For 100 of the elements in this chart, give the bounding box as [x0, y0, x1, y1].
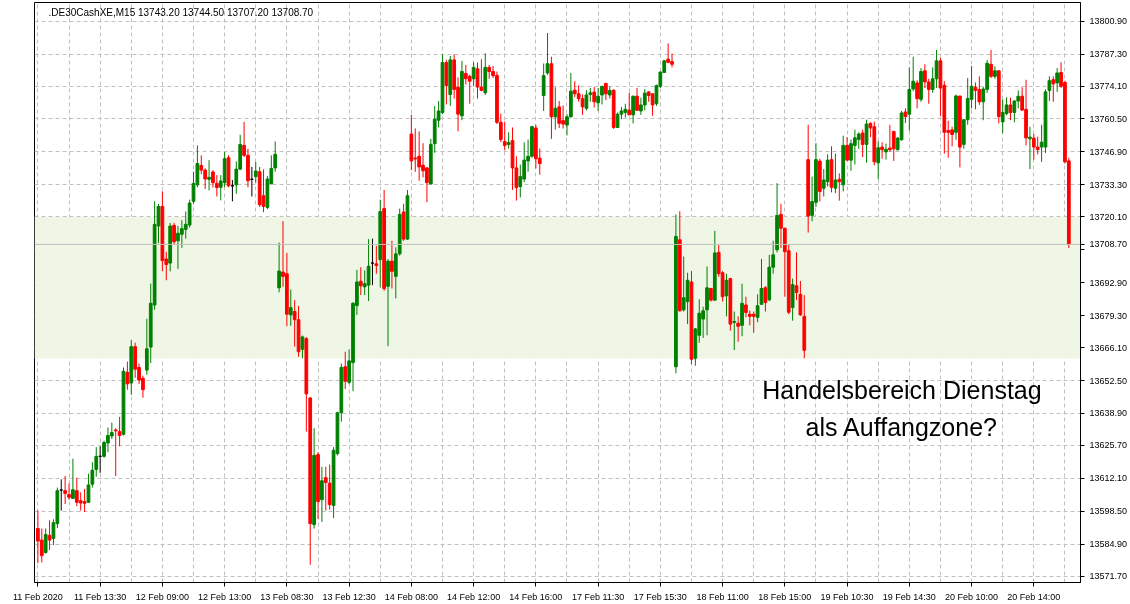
candlestick — [631, 94, 635, 124]
candlestick — [467, 74, 472, 105]
candlestick — [366, 238, 371, 302]
candlestick — [541, 63, 546, 112]
x-tick-label: 12 Feb 09:00 — [135, 591, 189, 602]
candlestick — [790, 278, 795, 322]
candlestick — [580, 94, 585, 116]
candlestick — [47, 519, 52, 551]
candlestick — [71, 458, 75, 500]
ref-line-label: 13708.70 — [1089, 239, 1128, 250]
candlestick — [288, 288, 293, 327]
candlestick — [320, 466, 324, 523]
x-tick-label: 17 Feb 11:30 — [571, 591, 625, 602]
candlestick — [59, 478, 64, 512]
candlestick — [444, 59, 449, 105]
candlestick — [374, 245, 379, 275]
candlestick — [43, 528, 48, 555]
candlestick — [253, 161, 258, 184]
candlestick — [779, 203, 783, 249]
y-tick-label: 13692.90 — [1089, 277, 1128, 288]
y-tick-label: 13733.30 — [1089, 179, 1128, 190]
x-tick-label: 19 Feb 14:30 — [882, 591, 936, 602]
candlestick — [343, 351, 348, 390]
x-tick-label: 18 Feb 11:00 — [696, 591, 749, 602]
candlestick — [884, 143, 888, 161]
x-tick-label: 18 Feb 15:00 — [758, 591, 812, 602]
candlestick — [592, 86, 597, 109]
x-tick-label: 12 Feb 13:00 — [198, 591, 252, 602]
candlestick — [172, 222, 176, 245]
candlestick — [705, 265, 709, 336]
x-tick-label: 13 Feb 08:30 — [260, 591, 314, 602]
x-tick-label: 14 Feb 16:00 — [509, 591, 563, 602]
y-tick-label: 13787.30 — [1089, 49, 1128, 60]
candlestick — [300, 334, 305, 359]
candlestick — [86, 473, 91, 504]
candlestick — [993, 65, 997, 80]
candlestick — [370, 238, 375, 286]
candlestick — [915, 79, 919, 109]
candlestick — [724, 273, 729, 317]
y-tick-label: 13679.30 — [1089, 310, 1128, 321]
candlestick — [837, 172, 842, 202]
candlestick — [63, 475, 67, 505]
candlestick — [82, 488, 87, 513]
candlestick — [358, 266, 363, 296]
x-tick-label: 14 Feb 08:00 — [384, 591, 438, 602]
y-tick-label: 13625.70 — [1089, 440, 1128, 451]
candlestick — [825, 153, 830, 188]
y-tick-label: 13720.10 — [1089, 211, 1128, 222]
candlestick — [78, 491, 83, 512]
y-tick-label: 13760.50 — [1089, 113, 1128, 124]
candlestick — [1000, 98, 1005, 134]
candlestick — [413, 127, 418, 173]
candlestick — [596, 87, 600, 112]
y-tick-label: 13584.90 — [1089, 539, 1128, 550]
chart-title: .DE30CashXE,M15 13743.20 13744.50 13707.20 13708.70 — [48, 6, 314, 18]
candlestick — [1031, 133, 1036, 161]
candlestick — [1055, 67, 1060, 93]
candlestick — [36, 510, 40, 564]
candlestick — [74, 477, 79, 507]
candlestick — [973, 81, 978, 110]
candlestick — [763, 285, 768, 313]
candlestick — [845, 136, 849, 161]
candlestick — [117, 416, 122, 447]
y-tick-label: 13746.90 — [1089, 146, 1128, 157]
x-tick-label: 19 Feb 10:30 — [820, 591, 874, 602]
candlestick — [880, 141, 884, 160]
candlestick — [125, 361, 130, 391]
candlestick — [740, 283, 744, 337]
y-tick-label: 13612.10 — [1089, 473, 1128, 484]
x-tick-label: 11 Feb 13:30 — [73, 591, 127, 602]
y-tick-label: 13666.10 — [1089, 342, 1128, 353]
candlestick — [323, 466, 328, 512]
candlestick — [561, 104, 565, 129]
candlestick — [557, 100, 562, 129]
x-tick-label: 13 Feb 12:30 — [322, 591, 376, 602]
x-tick-label: 20 Feb 14:00 — [1007, 591, 1061, 602]
x-tick-label: 20 Feb 10:00 — [945, 591, 999, 602]
y-tick-label: 13800.90 — [1089, 16, 1128, 27]
candlestick — [215, 174, 219, 197]
candlestick — [475, 62, 480, 100]
candlestick — [327, 464, 332, 511]
candlestick — [207, 159, 211, 191]
candlestick — [977, 75, 982, 106]
y-tick-label: 13638.90 — [1089, 408, 1128, 419]
candlestick — [635, 87, 639, 112]
candlestick — [627, 92, 632, 116]
candlestick — [518, 164, 523, 198]
candlestick — [989, 49, 993, 79]
candlestick — [1012, 99, 1017, 123]
annotation: Handelsbereich Dienstag als Auffangzone? — [762, 376, 1042, 441]
candlestick — [390, 240, 394, 289]
x-tick-label: 14 Feb 12:00 — [447, 591, 501, 602]
candlestick — [736, 315, 741, 343]
candlestick — [642, 88, 647, 111]
y-tick-label: 13652.50 — [1089, 375, 1128, 386]
candlestick — [222, 151, 227, 188]
x-tick-label: 11 Feb 2020 — [12, 591, 63, 602]
candlestick — [1028, 126, 1032, 170]
candlestick — [502, 121, 507, 151]
candlestick — [417, 130, 422, 182]
